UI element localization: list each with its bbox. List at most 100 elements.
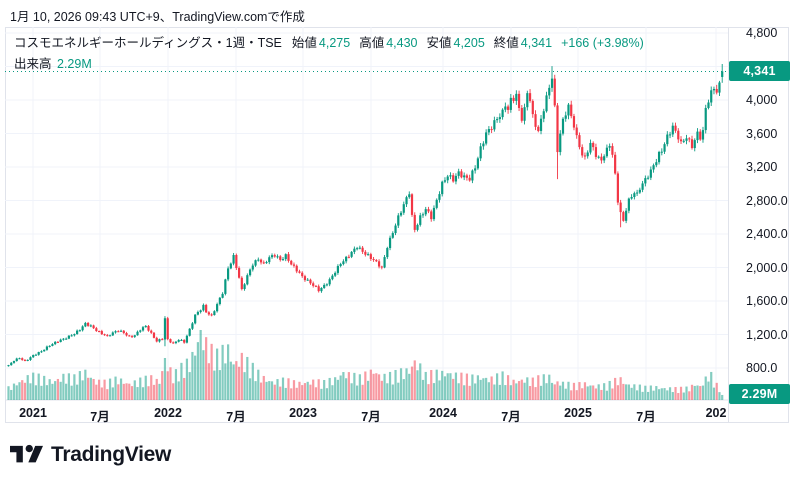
volume-bar xyxy=(668,387,672,400)
candle-body xyxy=(196,312,200,315)
volume-bar xyxy=(229,361,232,400)
candle-body xyxy=(56,341,60,343)
volume-bar xyxy=(325,388,329,400)
volume-bar xyxy=(441,370,444,400)
volume-bar xyxy=(287,378,290,400)
candle-body xyxy=(408,194,411,198)
volume-bar xyxy=(402,379,405,400)
volume-bar xyxy=(482,378,485,400)
candle-body xyxy=(443,180,447,182)
candle-body xyxy=(449,175,452,177)
candle-body xyxy=(303,276,307,281)
y-axis-tick-1200: 1,200.0 xyxy=(746,327,788,342)
candle-body xyxy=(493,120,496,130)
candle-body xyxy=(594,147,598,157)
open-value: 4,275 xyxy=(318,36,351,50)
volume-bar xyxy=(70,385,73,400)
high-label: 高値 xyxy=(359,36,385,50)
volume-bar xyxy=(177,381,180,400)
candle-body xyxy=(265,262,268,264)
volume-bar xyxy=(391,384,394,400)
candle-body xyxy=(65,338,68,340)
volume-bar xyxy=(572,382,576,400)
y-axis-tick-4000: 4,000 xyxy=(746,93,778,107)
volume-bar xyxy=(386,383,389,400)
candle-body xyxy=(517,93,521,108)
x-axis-tick-7月: 7月 xyxy=(636,410,656,423)
candle-body xyxy=(542,111,545,119)
candle-body xyxy=(454,175,458,182)
volume-bar xyxy=(671,392,674,400)
candle-body xyxy=(287,254,290,261)
candle-body xyxy=(180,339,183,341)
volume-bar xyxy=(372,373,375,400)
x-axis-tick-7月: 7月 xyxy=(361,410,381,423)
candle-body xyxy=(21,358,24,360)
candle-body xyxy=(699,131,702,140)
candle-body xyxy=(232,255,235,264)
volume-bar xyxy=(710,371,713,400)
candle-body xyxy=(619,202,622,213)
volume-bar xyxy=(328,377,331,400)
volume-bar xyxy=(474,383,477,400)
volume-bar xyxy=(690,384,694,400)
candle-body xyxy=(718,82,721,93)
volume-bar xyxy=(487,382,490,400)
volume-bar xyxy=(526,377,529,400)
volume-bar xyxy=(649,385,652,400)
candle-body xyxy=(51,344,54,346)
volume-bar xyxy=(185,358,189,400)
candle-body xyxy=(361,247,364,252)
candle-body xyxy=(122,330,125,334)
candle-body xyxy=(474,168,477,171)
tradingview-logo[interactable]: TradingView xyxy=(10,442,171,468)
candle-body xyxy=(366,254,370,256)
candle-body xyxy=(583,155,587,157)
volume-bar xyxy=(674,387,677,400)
candle-body xyxy=(663,144,666,152)
candle-body xyxy=(603,156,606,161)
volume-bar xyxy=(581,388,584,400)
candle-body xyxy=(534,114,537,127)
x-axis-tick-2021: 2021 xyxy=(19,406,47,420)
candle-body xyxy=(627,198,630,211)
candle-body xyxy=(531,100,534,115)
volume-bar xyxy=(430,369,433,400)
candle-body xyxy=(476,158,479,169)
volume-bar xyxy=(446,373,449,400)
volume-bar xyxy=(254,381,257,400)
candle-body xyxy=(564,115,567,119)
candle-body xyxy=(608,146,611,148)
candle-body xyxy=(633,193,636,197)
volume-bar xyxy=(150,375,153,400)
volume-bar xyxy=(314,387,318,400)
volume-bar xyxy=(679,386,683,400)
price-chart[interactable] xyxy=(5,27,728,422)
candle-body xyxy=(655,162,658,166)
candle-body xyxy=(128,335,131,337)
candle-body xyxy=(163,318,167,340)
candle-body xyxy=(172,342,175,344)
time-axis[interactable]: 2021 7月 2022 7月 2023 7月 2024 7月 2025 7月 202 xyxy=(5,400,728,423)
volume-label: 出来高 xyxy=(14,57,52,71)
candle-body xyxy=(614,154,617,174)
candle-body xyxy=(7,365,10,367)
candle-body xyxy=(248,269,252,276)
volume-bar xyxy=(224,363,227,400)
candle-body xyxy=(509,97,512,110)
candle-body xyxy=(331,275,334,280)
candle-body xyxy=(570,104,573,117)
price-axis[interactable]: 4,8004,4004,0003,6003,2002,800.02,400.02… xyxy=(728,26,795,400)
candle-body xyxy=(227,268,230,280)
volume-bar xyxy=(493,384,496,400)
candle-body xyxy=(715,88,718,93)
volume-bar xyxy=(347,372,350,400)
volume-bar xyxy=(677,393,680,400)
candle-body xyxy=(506,106,510,110)
price-axis-separator xyxy=(728,27,729,423)
candle-body xyxy=(117,331,120,333)
volume-bar xyxy=(87,377,90,400)
volume-bar xyxy=(550,382,554,400)
candle-body xyxy=(136,331,139,336)
volume-bar xyxy=(419,363,422,400)
